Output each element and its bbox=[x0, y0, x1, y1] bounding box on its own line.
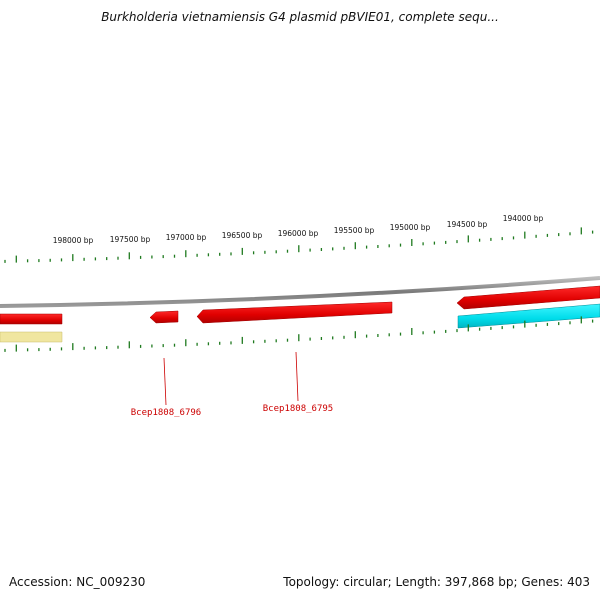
scale-label: 197500 bp bbox=[110, 235, 151, 244]
scale-label: 197000 bp bbox=[166, 233, 207, 242]
scale-label: 195500 bp bbox=[334, 226, 375, 235]
scale-label: 194500 bp bbox=[447, 220, 488, 229]
gene-feature-left-edge[interactable] bbox=[0, 313, 63, 325]
scale-label: 198000 bp bbox=[53, 236, 94, 245]
gene-feature-bcep1808-6796[interactable] bbox=[149, 310, 179, 324]
gene-label-leader-6795 bbox=[295, 351, 299, 402]
map-title: Burkholderia vietnamiensis G4 plasmid pB… bbox=[101, 10, 499, 24]
scale-label: 196000 bp bbox=[278, 229, 319, 238]
summary-text: Topology: circular; Length: 397,868 bp; … bbox=[283, 575, 590, 589]
scale-label: 195000 bp bbox=[390, 223, 431, 232]
gene-feature-left-yellow[interactable] bbox=[0, 331, 63, 343]
outer-scale-ticks bbox=[4, 227, 594, 263]
backbone-arc bbox=[0, 276, 600, 308]
gene-feature-bcep1808-6795[interactable] bbox=[196, 301, 393, 324]
gene-label-leader-6796 bbox=[163, 357, 167, 406]
scale-label: 194000 bp bbox=[503, 214, 544, 223]
gene-feature-right-cyan[interactable] bbox=[457, 303, 600, 329]
accession-text: Accession: NC_009230 bbox=[9, 575, 146, 589]
gene-label-bcep1808-6795[interactable]: Bcep1808_6795 bbox=[263, 404, 333, 414]
scale-labels: 198000 bp 197500 bp 197000 bp 196500 bp 1960… bbox=[53, 214, 544, 245]
scale-label: 196500 bp bbox=[222, 231, 263, 240]
gene-label-bcep1808-6796[interactable]: Bcep1808_6796 bbox=[131, 408, 201, 418]
inner-scale-ticks bbox=[4, 316, 594, 352]
gene-feature-right-red[interactable] bbox=[456, 285, 600, 310]
